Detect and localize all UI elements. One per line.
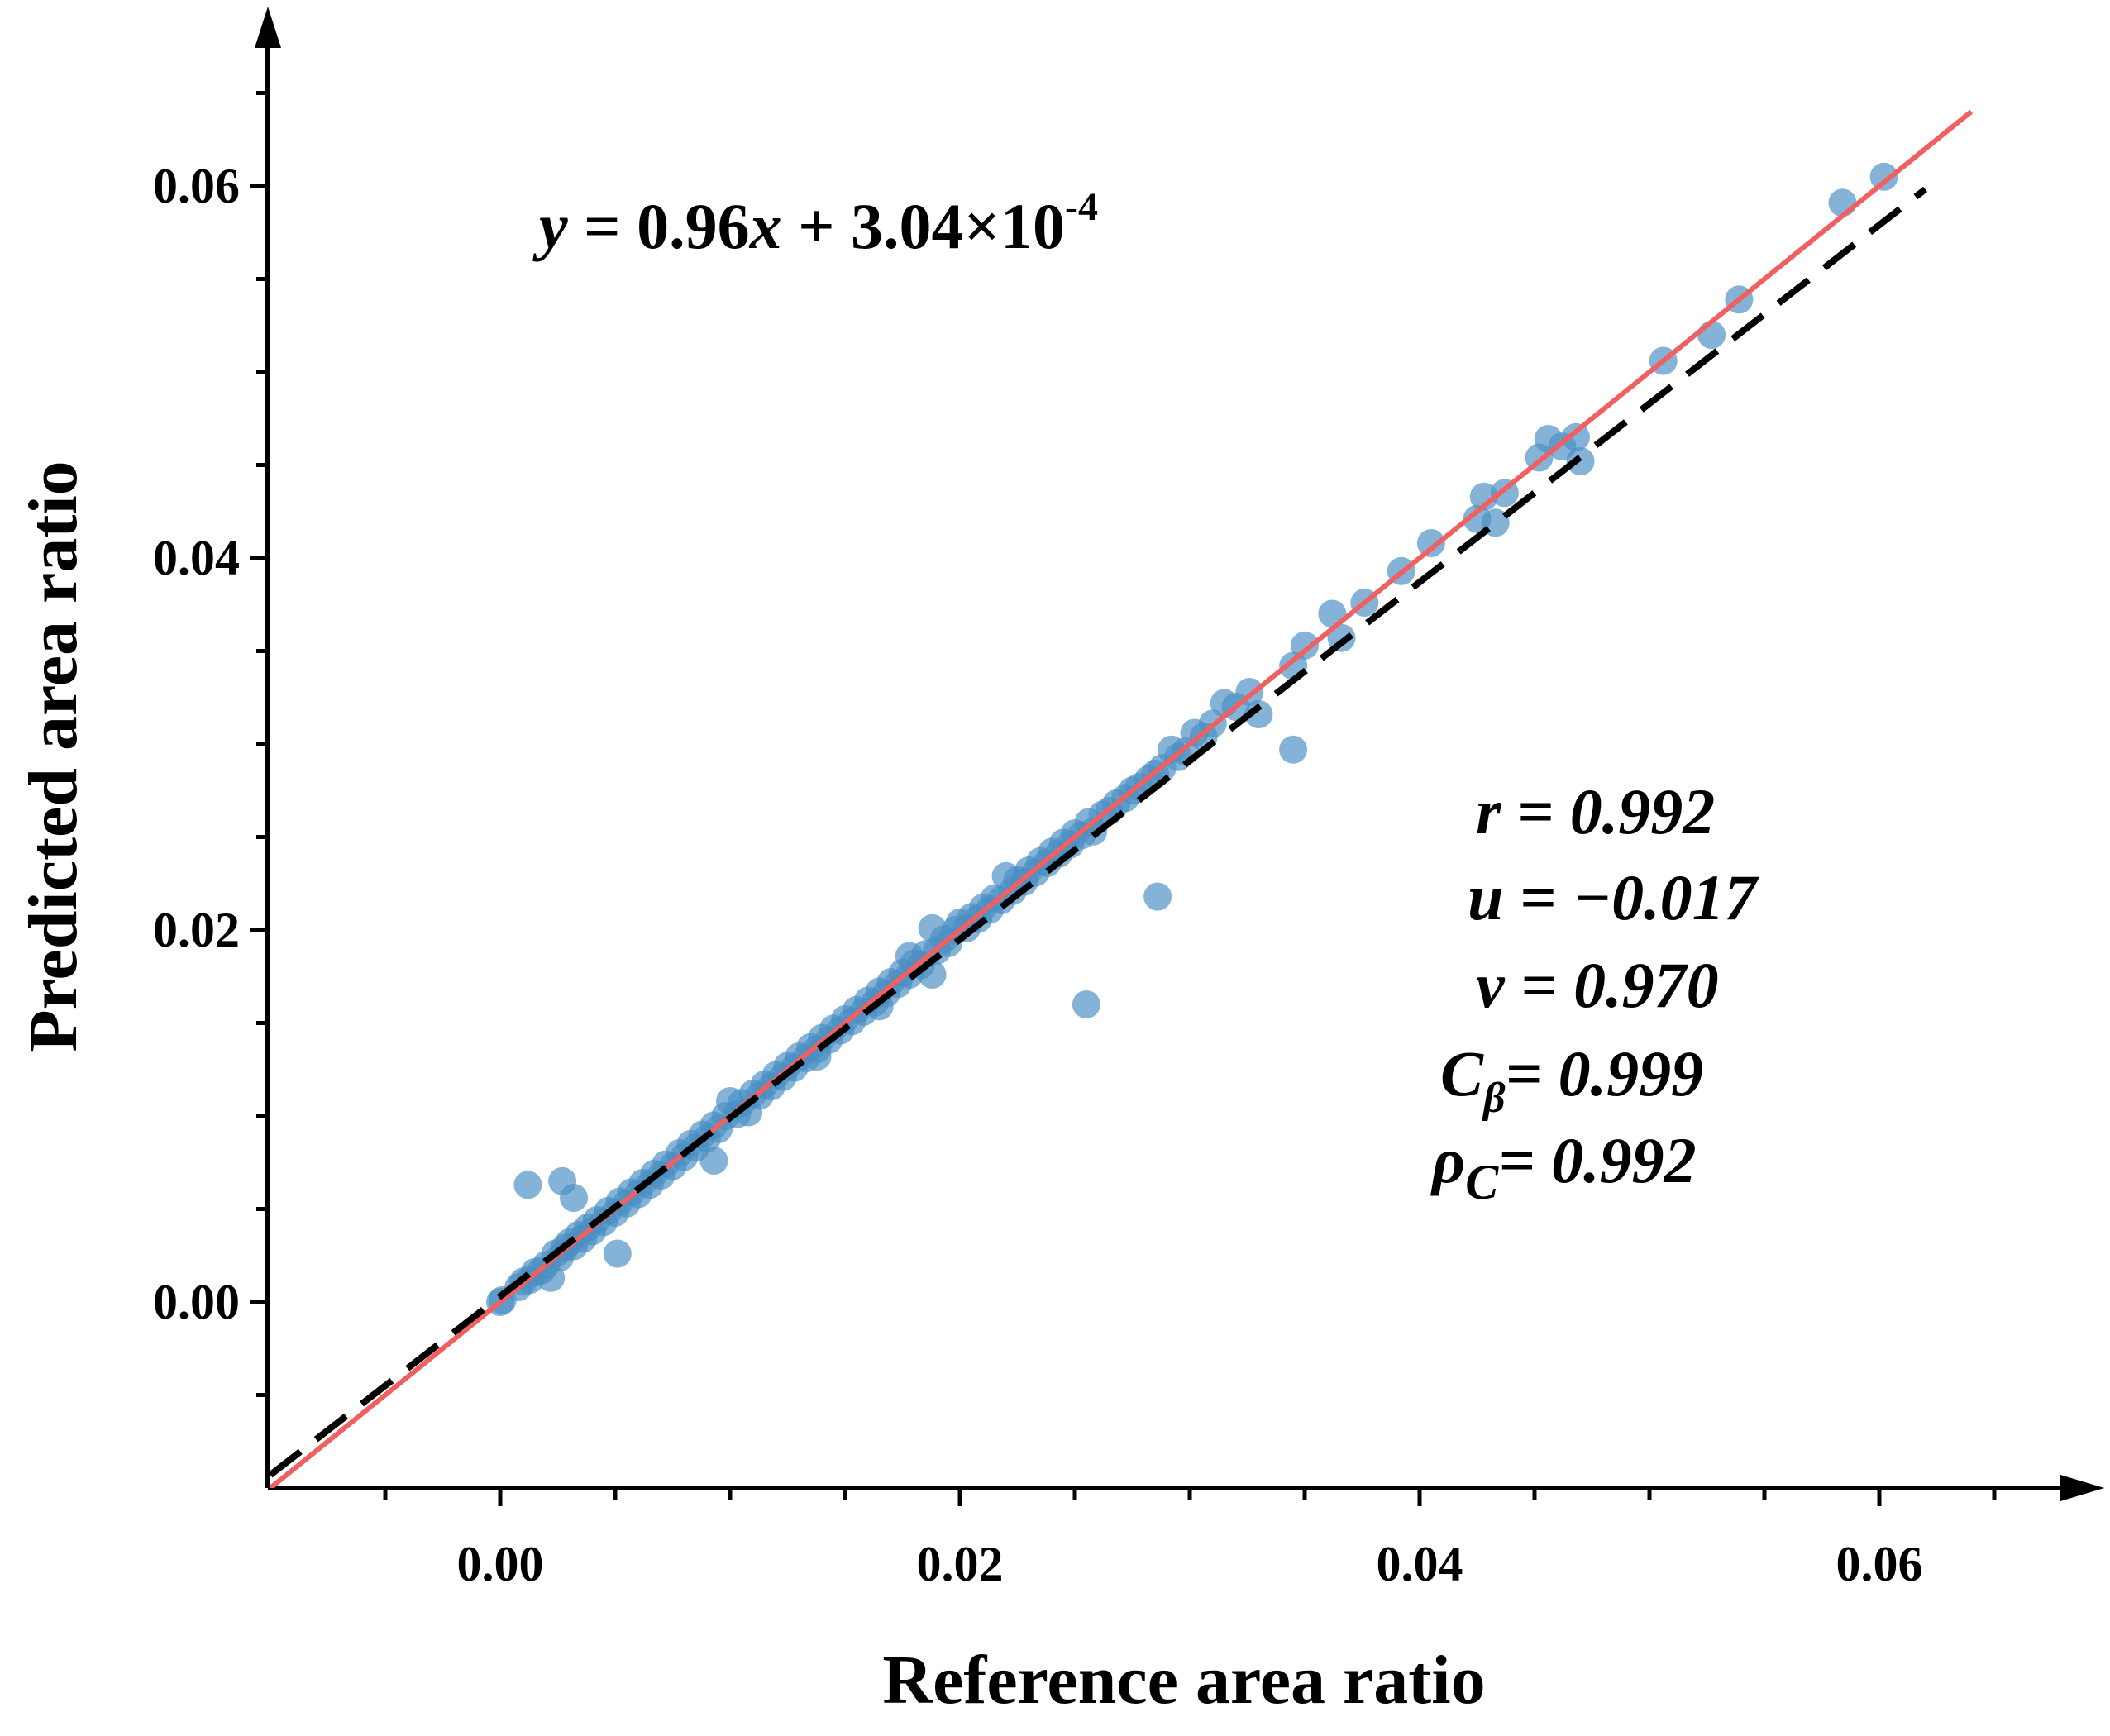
- y-tick-label: 0.04: [153, 531, 240, 585]
- data-point: [1416, 529, 1445, 557]
- x-axis-arrow: [2060, 1475, 2104, 1501]
- fit-equation: y = 0.96x + 3.04×10-4: [532, 185, 1098, 262]
- stat-u: u = −0.017: [1468, 861, 1759, 933]
- data-point: [1562, 422, 1590, 451]
- data-point: [1143, 882, 1172, 911]
- tick-labels: 0.00 0.02 0.04 0.06 0.00 0.02 0.04 0.06: [153, 159, 1923, 1591]
- x-tick-label: 0.06: [1836, 1537, 1923, 1591]
- y-tick-label: 0.06: [153, 159, 240, 213]
- data-point: [603, 1239, 632, 1268]
- data-point: [1072, 990, 1100, 1018]
- x-tick-label: 0.00: [457, 1537, 544, 1591]
- stat-c-beta: Cβ= 0.999: [1440, 1037, 1703, 1122]
- data-point: [1869, 162, 1898, 191]
- statistics-panel: r = 0.992 u = −0.017 v = 0.970 Cβ= 0.999…: [1430, 775, 1759, 1209]
- x-axis-title: Reference area ratio: [882, 1642, 1485, 1719]
- y-axis-title: Predicted area ratio: [15, 460, 92, 1052]
- stat-v: v = 0.970: [1476, 949, 1719, 1021]
- data-point: [1469, 482, 1498, 511]
- data-point: [1291, 631, 1319, 660]
- stat-r: r = 0.992: [1476, 775, 1715, 847]
- data-point: [1697, 321, 1726, 349]
- data-point: [513, 1171, 542, 1199]
- x-tick-label: 0.04: [1377, 1537, 1463, 1591]
- fit-line: [268, 186, 1928, 1478]
- y-tick-label: 0.02: [153, 903, 240, 957]
- axis-ticks: [250, 91, 1997, 1506]
- y-tick-label: 0.00: [153, 1275, 240, 1329]
- identity-line: [269, 109, 1974, 1488]
- data-point: [699, 1147, 728, 1175]
- stat-rho-c: ρC= 0.992: [1430, 1124, 1697, 1209]
- x-tick-label: 0.02: [917, 1537, 1004, 1591]
- data-point: [560, 1184, 588, 1212]
- data-point: [1244, 700, 1273, 728]
- y-axis-arrow: [255, 7, 281, 48]
- data-point: [1279, 735, 1308, 764]
- data-points: [486, 162, 1898, 1316]
